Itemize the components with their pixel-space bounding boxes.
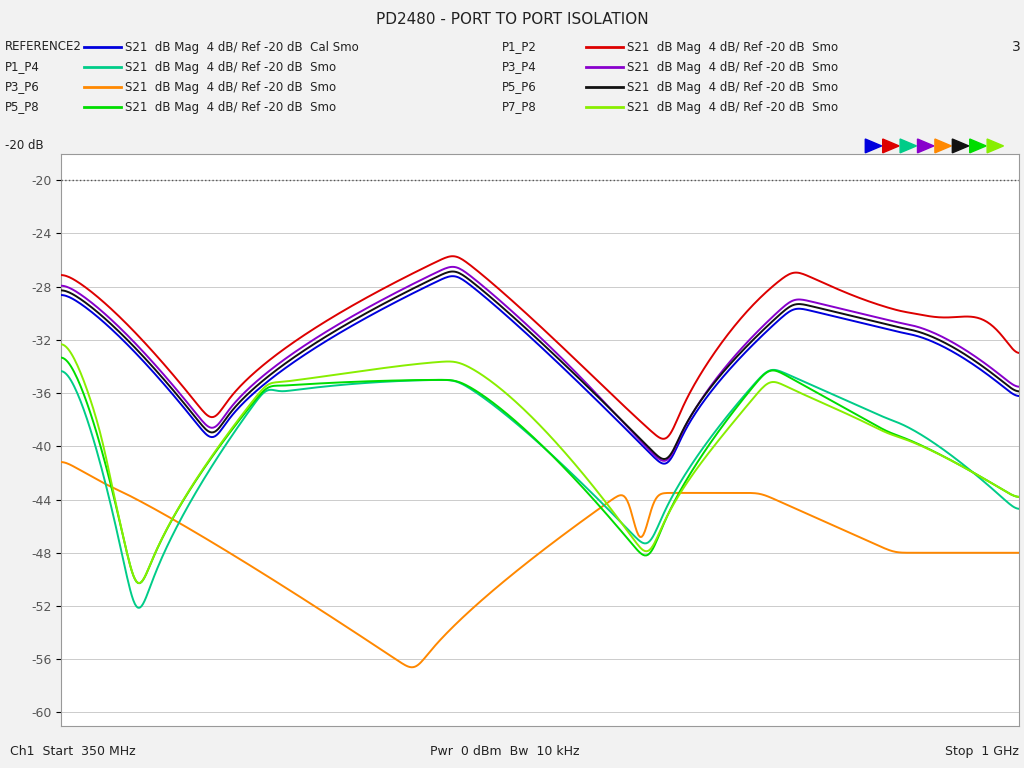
Text: Ch1  Start  350 MHz: Ch1 Start 350 MHz — [10, 745, 136, 757]
Text: S21  dB Mag  4 dB/ Ref -20 dB  Smo: S21 dB Mag 4 dB/ Ref -20 dB Smo — [125, 101, 336, 114]
Text: S21  dB Mag  4 dB/ Ref -20 dB  Smo: S21 dB Mag 4 dB/ Ref -20 dB Smo — [627, 41, 838, 54]
Text: P1_P2: P1_P2 — [502, 41, 537, 54]
Text: P3_P6: P3_P6 — [5, 81, 40, 94]
Text: P7_P8: P7_P8 — [502, 101, 537, 114]
Text: S21  dB Mag  4 dB/ Ref -20 dB  Smo: S21 dB Mag 4 dB/ Ref -20 dB Smo — [125, 81, 336, 94]
Text: S21  dB Mag  4 dB/ Ref -20 dB  Cal Smo: S21 dB Mag 4 dB/ Ref -20 dB Cal Smo — [125, 41, 358, 54]
Text: S21  dB Mag  4 dB/ Ref -20 dB  Smo: S21 dB Mag 4 dB/ Ref -20 dB Smo — [627, 81, 838, 94]
Text: -20 dB: -20 dB — [5, 139, 44, 152]
Text: 3: 3 — [1012, 40, 1021, 54]
Text: Pwr  0 dBm  Bw  10 kHz: Pwr 0 dBm Bw 10 kHz — [430, 745, 580, 757]
Text: P5_P6: P5_P6 — [502, 81, 537, 94]
Text: P5_P8: P5_P8 — [5, 101, 40, 114]
Text: S21  dB Mag  4 dB/ Ref -20 dB  Smo: S21 dB Mag 4 dB/ Ref -20 dB Smo — [125, 61, 336, 74]
Text: S21  dB Mag  4 dB/ Ref -20 dB  Smo: S21 dB Mag 4 dB/ Ref -20 dB Smo — [627, 101, 838, 114]
Text: Stop  1 GHz: Stop 1 GHz — [945, 745, 1019, 757]
Text: PD2480 - PORT TO PORT ISOLATION: PD2480 - PORT TO PORT ISOLATION — [376, 12, 648, 27]
Text: P1_P4: P1_P4 — [5, 61, 40, 74]
Text: P3_P4: P3_P4 — [502, 61, 537, 74]
Text: S21  dB Mag  4 dB/ Ref -20 dB  Smo: S21 dB Mag 4 dB/ Ref -20 dB Smo — [627, 61, 838, 74]
Text: REFERENCE2: REFERENCE2 — [5, 41, 82, 54]
